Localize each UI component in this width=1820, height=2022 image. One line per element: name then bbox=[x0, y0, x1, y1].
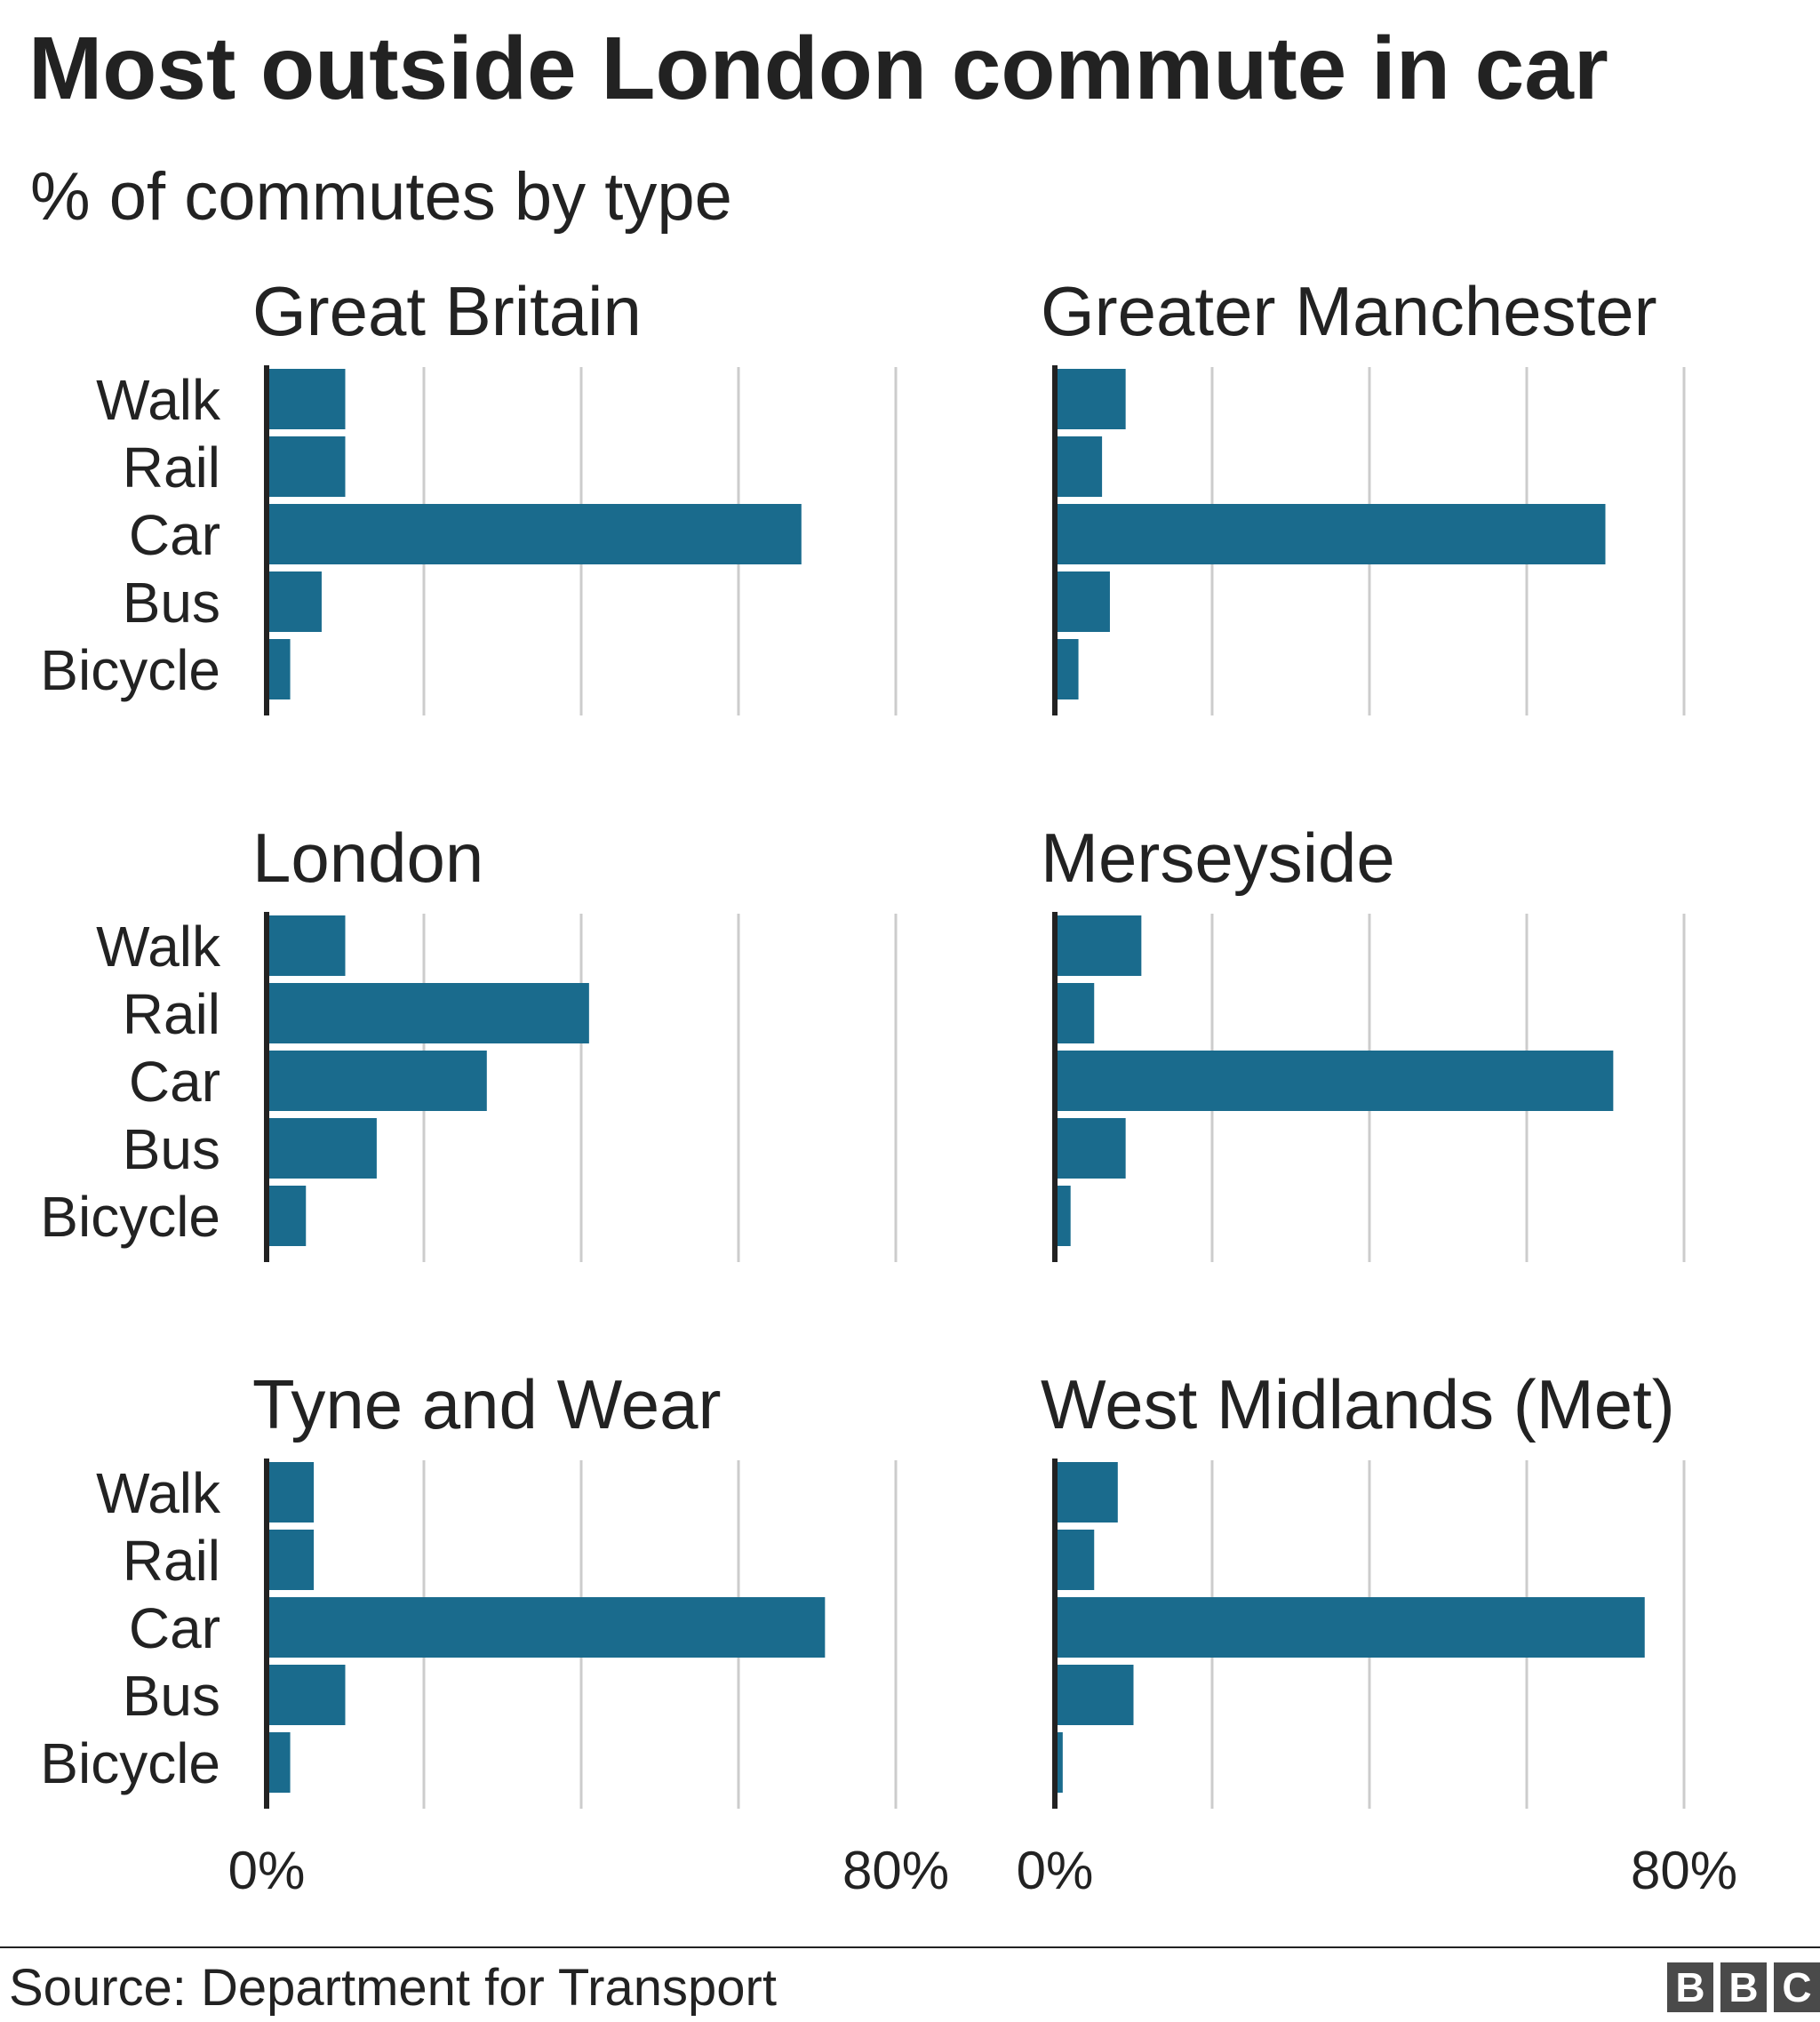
tick-label-tyne-and-wear-min: 0% bbox=[228, 1841, 306, 1900]
bar-greater-manchester-bus bbox=[1055, 571, 1110, 632]
bar-great-britain-bicycle bbox=[267, 639, 291, 699]
tick-label-west-midlands-met-max: 80% bbox=[1631, 1841, 1737, 1900]
bar-tyne-and-wear-walk bbox=[267, 1462, 315, 1522]
tick-label-tyne-and-wear-max: 80% bbox=[842, 1841, 949, 1900]
chart-title: Most outside London commute in car bbox=[28, 19, 1608, 118]
bar-merseyside-rail bbox=[1055, 983, 1095, 1043]
category-label-great-britain-bus: Bus bbox=[123, 571, 220, 635]
bar-greater-manchester-bicycle bbox=[1055, 639, 1079, 699]
chart-subtitle: % of commutes by type bbox=[30, 159, 732, 235]
bar-great-britain-bus bbox=[267, 571, 322, 632]
bar-west-midlands-met-walk bbox=[1055, 1462, 1118, 1522]
panel-title-greater-manchester: Greater Manchester bbox=[1041, 272, 1657, 350]
bar-tyne-and-wear-rail bbox=[267, 1530, 315, 1590]
bar-greater-manchester-car bbox=[1055, 504, 1606, 564]
category-label-great-britain-rail: Rail bbox=[123, 436, 220, 500]
category-label-london-bus: Bus bbox=[123, 1117, 220, 1181]
bar-tyne-and-wear-bus bbox=[267, 1665, 346, 1725]
category-label-great-britain-walk: Walk bbox=[96, 368, 221, 432]
category-label-tyne-and-wear-bicycle: Bicycle bbox=[40, 1731, 220, 1795]
bar-west-midlands-met-bus bbox=[1055, 1665, 1134, 1725]
source-note: Source: Department for Transport bbox=[9, 1959, 777, 2017]
bar-merseyside-car bbox=[1055, 1051, 1614, 1111]
bar-merseyside-bicycle bbox=[1055, 1186, 1071, 1246]
bar-london-car bbox=[267, 1051, 487, 1111]
category-label-great-britain-bicycle: Bicycle bbox=[40, 638, 220, 702]
bar-london-walk bbox=[267, 915, 346, 976]
bar-london-rail bbox=[267, 983, 589, 1043]
panel-title-london: London bbox=[252, 819, 483, 897]
bbc-logo: B B C bbox=[1667, 1962, 1820, 2012]
bar-merseyside-bus bbox=[1055, 1118, 1126, 1179]
bar-great-britain-car bbox=[267, 504, 802, 564]
category-label-london-bicycle: Bicycle bbox=[40, 1185, 220, 1249]
footer-divider bbox=[0, 1946, 1820, 1948]
bar-tyne-and-wear-car bbox=[267, 1597, 826, 1658]
bar-tyne-and-wear-bicycle bbox=[267, 1732, 291, 1793]
bar-west-midlands-met-car bbox=[1055, 1597, 1645, 1658]
bar-london-bicycle bbox=[267, 1186, 307, 1246]
category-label-tyne-and-wear-walk: Walk bbox=[96, 1461, 221, 1525]
panel-title-merseyside: Merseyside bbox=[1041, 819, 1395, 897]
category-label-tyne-and-wear-bus: Bus bbox=[123, 1664, 220, 1728]
bbc-logo-letter-b1: B bbox=[1667, 1962, 1713, 2012]
bar-west-midlands-met-bicycle bbox=[1055, 1732, 1063, 1793]
bar-greater-manchester-walk bbox=[1055, 369, 1126, 429]
category-label-london-rail: Rail bbox=[123, 982, 220, 1046]
bbc-logo-letter-b2: B bbox=[1720, 1962, 1767, 2012]
bar-london-bus bbox=[267, 1118, 377, 1179]
category-label-london-walk: Walk bbox=[96, 915, 221, 979]
tick-label-west-midlands-met-min: 0% bbox=[1017, 1841, 1094, 1900]
category-label-great-britain-car: Car bbox=[129, 503, 220, 567]
panel-title-west-midlands-met: West Midlands (Met) bbox=[1041, 1365, 1675, 1443]
bar-merseyside-walk bbox=[1055, 915, 1142, 976]
panel-title-great-britain: Great Britain bbox=[252, 272, 642, 350]
category-label-tyne-and-wear-car: Car bbox=[129, 1596, 220, 1660]
category-label-london-car: Car bbox=[129, 1050, 220, 1114]
bar-great-britain-walk bbox=[267, 369, 346, 429]
bbc-logo-letter-c: C bbox=[1774, 1962, 1820, 2012]
bar-great-britain-rail bbox=[267, 436, 346, 497]
category-label-tyne-and-wear-rail: Rail bbox=[123, 1529, 220, 1593]
bar-west-midlands-met-rail bbox=[1055, 1530, 1095, 1590]
panel-title-tyne-and-wear: Tyne and Wear bbox=[252, 1365, 722, 1443]
bar-greater-manchester-rail bbox=[1055, 436, 1103, 497]
